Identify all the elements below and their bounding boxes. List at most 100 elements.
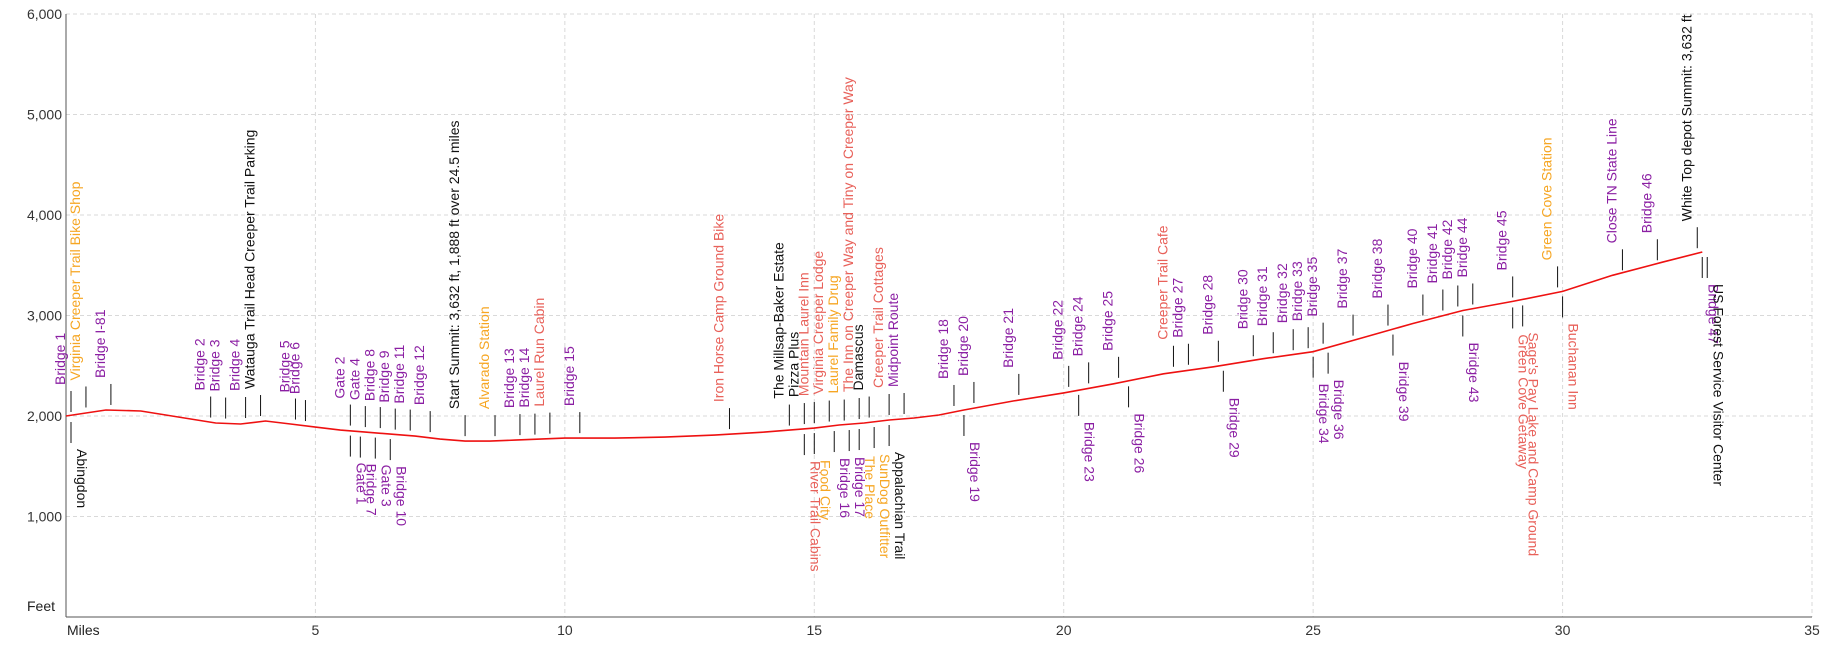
annotation: Bridge I-81 (92, 309, 112, 405)
annotation: Creeper Trail Cottages (870, 247, 890, 416)
annotation: Iron Horse Camp Ground Bike (710, 214, 730, 430)
annotation-label: Bridge 11 (391, 344, 407, 403)
annotation-label: Bridge 15 (561, 346, 577, 406)
y-tick-label: 5,000 (27, 107, 62, 123)
x-tick-label: 10 (557, 622, 573, 638)
annotation: Mountain Laurel Inn (795, 272, 815, 424)
annotation: Virginia Creeper Trail Bike Shop (67, 181, 87, 408)
annotation: Bridge 17 (848, 430, 868, 517)
annotation-label: Virginia Creeper Trail Bike Shop (67, 181, 83, 380)
annotation-label: Bridge 21 (1000, 308, 1016, 368)
annotation-label: Bridge 33 (1289, 261, 1305, 321)
annotation-label: Mountain Laurel Inn (795, 272, 811, 396)
annotation: Bridge 2 (192, 338, 212, 418)
annotation-label: Bridge 38 (1369, 238, 1385, 298)
annotation-label: Bridge 19 (967, 442, 983, 502)
annotation-label: Gate 2 (331, 356, 347, 398)
annotation-label: Bridge 22 (1050, 300, 1066, 360)
annotation: Bridge 1 (52, 333, 72, 413)
annotation-label: Bridge 5 (276, 340, 292, 392)
annotation: The Place (858, 429, 878, 519)
annotation: Bridge 6 (286, 342, 306, 422)
annotation-label: Bridge 44 (1454, 217, 1470, 277)
annotation-label: Bridge 43 (1466, 342, 1482, 402)
annotation-label: Close TN State Line (1603, 118, 1619, 243)
annotation-label: Creeper Trail Cottages (870, 247, 886, 388)
annotation: Bridge 22 (1050, 300, 1070, 387)
annotation-label: Midpoint Route (885, 293, 901, 387)
annotation: Bridge 4 (227, 339, 247, 419)
annotation: Appalachian Trail (888, 425, 908, 559)
annotation: Bridge 29 (1222, 370, 1242, 458)
annotation-label: Bridge 45 (1494, 210, 1510, 270)
annotation-label: Bridge 31 (1254, 266, 1270, 326)
annotation: Start Summit: 3,632 ft, 1,888 ft over 24… (446, 120, 466, 437)
annotation: Bridge 30 (1234, 269, 1254, 357)
annotation: The Inn on Creeper Way and Tiny on Creep… (840, 77, 860, 420)
annotation: Creeper Trail Cafe (1154, 225, 1174, 367)
annotation: Green Cove Station (1539, 137, 1559, 288)
series (65, 251, 1703, 442)
annotation: Abingdon (70, 422, 90, 508)
annotation: Virginia Creeper Lodge (810, 251, 830, 422)
annotation: River Trail Cabins (803, 434, 823, 572)
annotation-label: Food City (817, 460, 833, 520)
annotation-label: Bridge 36 (1331, 380, 1347, 440)
x-tick-label: 35 (1804, 622, 1820, 638)
annotation: Bridge 34 (1312, 356, 1332, 444)
annotation-label: Bridge 10 (393, 466, 409, 526)
annotation: Gate 2 (331, 356, 351, 426)
annotation: SunDog Outfitter (873, 427, 893, 559)
annotation-label: Bridge 12 (411, 345, 427, 405)
annotation-label: Bridge 32 (1274, 263, 1290, 323)
x-axis-title: Miles (67, 622, 100, 638)
annotation: Bridge 44 (1454, 217, 1474, 305)
elevation-line (65, 251, 1703, 442)
annotation: Bridge 26 (1128, 386, 1148, 473)
annotation-label: Buchanan Inn (1566, 323, 1582, 409)
annotation-label: Iron Horse Camp Ground Bike (710, 214, 726, 403)
annotation-label: Bridge 9 (376, 350, 392, 402)
annotation: Bridge 20 (955, 316, 975, 403)
annotation-label: Bridge 23 (1082, 422, 1098, 482)
annotation: Bridge 11 (391, 344, 411, 431)
annotation-label: Watauga Trail Head Creeper Trail Parking (242, 130, 258, 389)
annotation-label: Bridge 28 (1199, 275, 1215, 335)
annotation-label: White Top depot Summit: 3,632 ft (1678, 14, 1694, 221)
axes (65, 14, 1812, 618)
annotation-label: Bridge 37 (1334, 248, 1350, 308)
annotation-label: Bridge 26 (1132, 413, 1148, 473)
annotation: Bridge 8 (361, 349, 381, 429)
annotation: Bridge 47 (1701, 256, 1721, 344)
annotation-label: Bridge 18 (935, 319, 951, 379)
annotation-label: River Trail Cabins (807, 461, 823, 571)
annotation-label: Sage's Pay Lake and Camp Ground (1526, 332, 1542, 556)
annotation-label: Bridge 25 (1100, 291, 1116, 351)
annotation-label: Bridge 17 (852, 457, 868, 517)
annotation-label: Bridge 8 (361, 349, 377, 401)
annotation-label: Bridge 42 (1439, 219, 1455, 279)
annotation: Laurel Family Drug (825, 275, 845, 421)
annotation: Bridge 28 (1199, 275, 1219, 362)
annotation: Bridge 12 (411, 345, 431, 433)
y-tick-label: 4,000 (27, 207, 62, 223)
annotation: Bridge 23 (1078, 394, 1098, 482)
annotation-label: Bridge 34 (1316, 384, 1332, 444)
annotation: Bridge 3 (207, 339, 227, 419)
annotations: Bridge 1 Abingdon Virginia Creeper Trail B… (52, 14, 1726, 571)
x-tick-label: 15 (806, 622, 822, 638)
x-tick-label: 25 (1305, 622, 1321, 638)
annotation: Bridge 18 (935, 319, 955, 406)
annotation: Gate 1 (349, 435, 369, 505)
annotation-label: Bridge 46 (1638, 173, 1654, 233)
annotation-label: Green Cove Station (1539, 137, 1555, 260)
annotation-label: Creeper Trail Cafe (1154, 225, 1170, 340)
annotation: White Top depot Summit: 3,632 ft (1678, 14, 1698, 249)
annotation-label: Abingdon (74, 449, 90, 508)
annotation-label: Bridge 29 (1226, 398, 1242, 458)
annotation-label: Pizza Plus (785, 332, 801, 397)
annotation-label: The Place (862, 456, 878, 519)
annotation-label: Bridge 6 (286, 342, 302, 394)
annotation: Sage's Pay Lake and Camp Ground (1522, 305, 1542, 556)
